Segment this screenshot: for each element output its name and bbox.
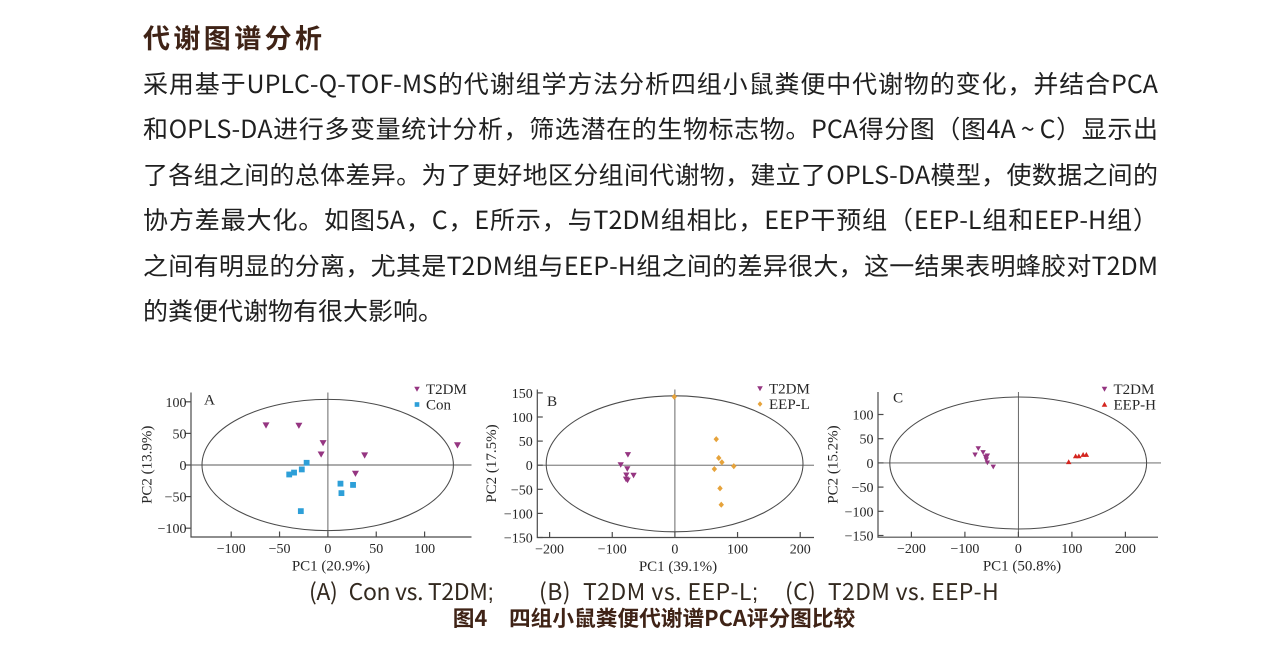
svg-text:−100: −100 [158, 522, 187, 537]
svg-text:150: 150 [512, 387, 533, 402]
svg-text:EEP-H: EEP-H [1114, 398, 1157, 414]
svg-text:0: 0 [1015, 542, 1022, 557]
svg-text:PC2 (17.5%): PC2 (17.5%) [484, 424, 500, 502]
svg-text:100: 100 [727, 543, 748, 558]
svg-text:50: 50 [369, 542, 383, 557]
svg-text:−100: −100 [845, 505, 874, 520]
svg-text:100: 100 [853, 409, 874, 424]
svg-text:PC1 (50.8%): PC1 (50.8%) [983, 559, 1061, 575]
svg-text:0: 0 [324, 542, 331, 557]
svg-text:50: 50 [860, 433, 874, 448]
svg-text:Con: Con [426, 398, 452, 414]
svg-text:PC1 (39.1%): PC1 (39.1%) [639, 559, 717, 575]
svg-text:100: 100 [1061, 542, 1082, 557]
svg-text:−100: −100 [598, 543, 627, 558]
svg-text:−50: −50 [165, 491, 187, 506]
svg-text:T2DM: T2DM [1114, 382, 1155, 398]
svg-text:A: A [204, 392, 215, 409]
svg-text:−50: −50 [852, 481, 874, 496]
svg-text:−100: −100 [504, 507, 533, 522]
svg-text:−50: −50 [511, 483, 533, 498]
svg-text:200: 200 [1115, 542, 1136, 557]
svg-text:B: B [547, 393, 557, 410]
svg-text:PC2 (15.2%): PC2 (15.2%) [826, 425, 842, 503]
svg-text:−200: −200 [897, 542, 926, 557]
svg-text:−100: −100 [950, 542, 979, 557]
svg-text:−200: −200 [535, 543, 564, 558]
svg-text:−50: −50 [269, 542, 291, 557]
svg-text:PC1 (20.9%): PC1 (20.9%) [292, 559, 370, 575]
svg-text:EEP-L: EEP-L [769, 397, 810, 413]
svg-text:T2DM: T2DM [426, 382, 467, 398]
svg-text:50: 50 [173, 427, 187, 442]
svg-text:C: C [893, 390, 903, 407]
svg-text:100: 100 [166, 396, 187, 411]
svg-text:−150: −150 [504, 532, 533, 547]
svg-text:100: 100 [512, 411, 533, 426]
svg-text:100: 100 [414, 542, 435, 557]
svg-text:0: 0 [180, 459, 187, 474]
svg-text:200: 200 [790, 543, 811, 558]
svg-text:50: 50 [519, 435, 533, 450]
svg-text:0: 0 [526, 459, 533, 474]
svg-text:0: 0 [671, 543, 678, 558]
svg-text:PC2 (13.9%): PC2 (13.9%) [140, 426, 156, 504]
svg-text:T2DM: T2DM [769, 382, 810, 398]
svg-text:0: 0 [867, 457, 874, 472]
svg-text:−100: −100 [217, 542, 246, 557]
svg-text:−150: −150 [845, 530, 874, 545]
